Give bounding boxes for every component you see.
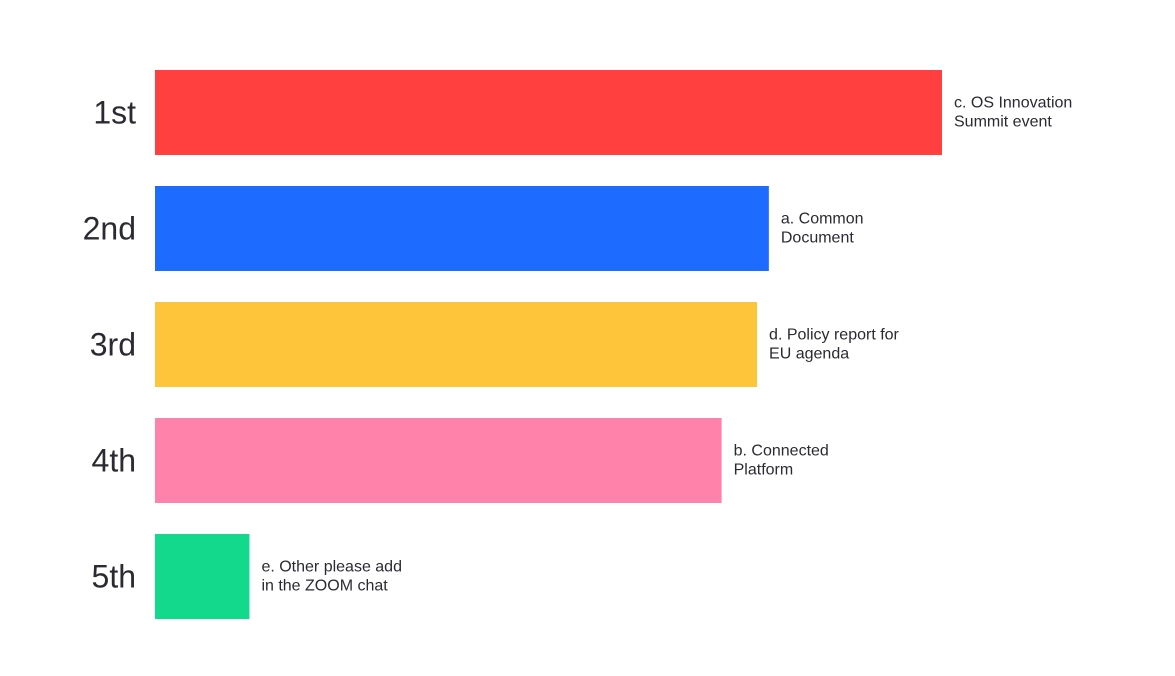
rank-labels: 1st 2nd 3rd 4th 5th xyxy=(83,95,137,595)
bar-label-4: b. Connected Platform xyxy=(734,443,829,479)
bar-label-line: b. Connected xyxy=(734,443,829,460)
bar-label-3: d. Policy report for EU agenda xyxy=(769,327,900,363)
bar-label-line: Summit event xyxy=(954,114,1052,131)
bar-label-line: a. Common xyxy=(781,211,864,228)
bar-label-line: in the ZOOM chat xyxy=(261,578,388,595)
bar-label-line: Platform xyxy=(734,462,794,479)
rank-label-2: 2nd xyxy=(83,211,136,247)
rank-label-4: 4th xyxy=(92,443,136,479)
rank-label-5: 5th xyxy=(92,559,136,595)
bar-label-line: c. OS Innovation xyxy=(954,95,1072,112)
bar-5 xyxy=(155,534,250,619)
bars xyxy=(155,70,942,619)
bar-label-line: e. Other please add xyxy=(261,559,402,576)
bar-label-2: a. Common Document xyxy=(781,211,864,247)
bar-label-line: Document xyxy=(781,230,854,247)
bar-2 xyxy=(155,186,769,271)
rank-label-3: 3rd xyxy=(90,327,136,363)
bar-4 xyxy=(155,418,722,503)
bar-label-5: e. Other please add in the ZOOM chat xyxy=(261,559,402,595)
bar-1 xyxy=(155,70,942,155)
bar-label-line: d. Policy report for xyxy=(769,327,900,344)
bar-label-line: EU agenda xyxy=(769,346,849,363)
bar-label-1: c. OS Innovation Summit event xyxy=(954,95,1072,131)
bar-3 xyxy=(155,302,758,387)
rank-label-1: 1st xyxy=(93,95,136,131)
bar-labels: c. OS Innovation Summit event a. Common Doc… xyxy=(261,95,1072,595)
